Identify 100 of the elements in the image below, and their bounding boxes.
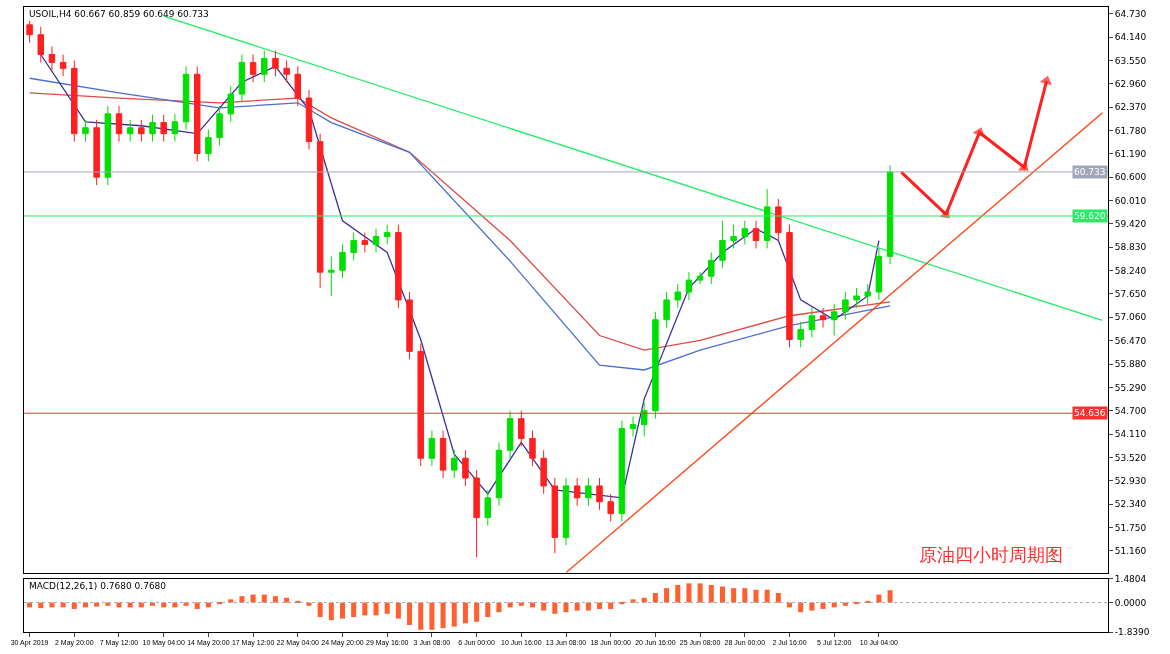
bar — [284, 597, 290, 603]
chart-title: USOIL,H4 60.667 60.859 60.649 60.733 — [29, 9, 209, 19]
chart-title: MACD(12,26,1) 0.7680 0.7680 — [29, 581, 167, 591]
bar — [775, 592, 781, 603]
y-tick-label: 62.370 — [1114, 102, 1147, 113]
bar — [418, 602, 424, 630]
candlestick — [864, 283, 871, 305]
y-tick-label: 56.470 — [1114, 335, 1147, 346]
bar — [753, 589, 759, 603]
candlestick — [708, 251, 715, 285]
bar — [384, 602, 390, 614]
candlestick — [875, 247, 883, 301]
bar — [842, 602, 848, 606]
candlestick — [26, 20, 33, 44]
candlestick — [763, 188, 771, 249]
candlestick — [48, 46, 56, 71]
candlestick — [830, 303, 838, 337]
candlestick — [82, 119, 89, 143]
y-tick-label: 54.700 — [1114, 405, 1147, 416]
candlestick — [328, 255, 335, 297]
candlestick — [417, 342, 424, 467]
candlestick — [730, 224, 737, 249]
candlestick — [562, 477, 570, 546]
y-tick-label: 58.830 — [1114, 242, 1147, 253]
y-tick-label: 62.960 — [1114, 78, 1147, 89]
bar — [351, 602, 357, 617]
candlestick — [428, 430, 436, 467]
candlestick — [160, 114, 167, 143]
y-tick-label: 60.600 — [1114, 172, 1147, 183]
candlestick — [741, 220, 749, 245]
bar — [731, 588, 737, 603]
bar — [798, 602, 804, 613]
candlestick — [93, 119, 100, 186]
candlestick — [182, 65, 190, 131]
y-tick-label: 51.750 — [1114, 522, 1147, 533]
bar — [708, 584, 714, 603]
candlestick — [283, 59, 290, 83]
candlestick — [506, 410, 514, 459]
bar — [697, 583, 703, 603]
candlestick — [205, 129, 212, 162]
candlestick — [652, 311, 659, 420]
candlestick — [361, 232, 369, 253]
candlestick — [518, 410, 525, 447]
bar — [395, 602, 401, 619]
candlestick — [596, 477, 603, 511]
candlestick — [339, 243, 346, 279]
point — [1039, 75, 1053, 86]
candlestick — [607, 493, 614, 523]
y-tick-label: 57.650 — [1114, 289, 1147, 300]
y-tick-label: -1.8390 — [1114, 627, 1150, 638]
y-tick-label: 58.240 — [1114, 265, 1147, 276]
candlestick — [719, 220, 726, 269]
candlestick — [126, 119, 134, 143]
bar — [563, 602, 569, 613]
bar — [742, 588, 748, 603]
bar — [451, 602, 457, 627]
bar — [429, 602, 435, 630]
bar — [518, 602, 524, 606]
bar — [608, 602, 614, 609]
y-tick-label: 52.340 — [1114, 499, 1147, 510]
candlestick — [842, 291, 849, 321]
bar — [686, 583, 692, 603]
candlestick — [674, 283, 681, 309]
y-tick-label: 59.420 — [1114, 219, 1147, 230]
candlestick — [484, 489, 492, 527]
annotation: 原油四小时周期图 — [919, 544, 1063, 565]
candlestick — [149, 114, 156, 143]
candlestick — [540, 449, 547, 495]
candlestick — [115, 105, 123, 143]
bar — [664, 588, 670, 603]
bar — [339, 602, 346, 619]
candlestick — [395, 224, 402, 309]
ref-line-label: 59.620 — [1074, 211, 1106, 221]
bar — [407, 602, 413, 625]
candlestick — [462, 449, 469, 487]
bar — [764, 589, 770, 603]
candlestick — [551, 477, 559, 554]
bar — [809, 602, 815, 611]
bar — [675, 584, 681, 603]
candlestick — [350, 232, 357, 261]
y-tick-label: 1.4804 — [1114, 574, 1147, 585]
bar — [719, 586, 725, 603]
candlestick — [640, 402, 648, 437]
bar — [250, 594, 256, 603]
candlestick — [585, 477, 592, 507]
bar — [194, 602, 200, 609]
candlestick — [104, 105, 112, 186]
candlestick — [305, 89, 313, 150]
y-tick-label: 0.0000 — [1114, 597, 1147, 608]
candlestick — [819, 307, 827, 329]
bar — [239, 596, 245, 603]
candlestick — [227, 85, 234, 123]
bar — [597, 602, 603, 609]
candlestick — [249, 54, 257, 83]
y-tick-label: 52.930 — [1114, 475, 1147, 486]
bar — [496, 602, 502, 613]
candlestick — [138, 119, 145, 143]
ref-line-label: 60.733 — [1074, 167, 1106, 177]
candlestick — [495, 441, 503, 507]
bar — [272, 596, 278, 603]
